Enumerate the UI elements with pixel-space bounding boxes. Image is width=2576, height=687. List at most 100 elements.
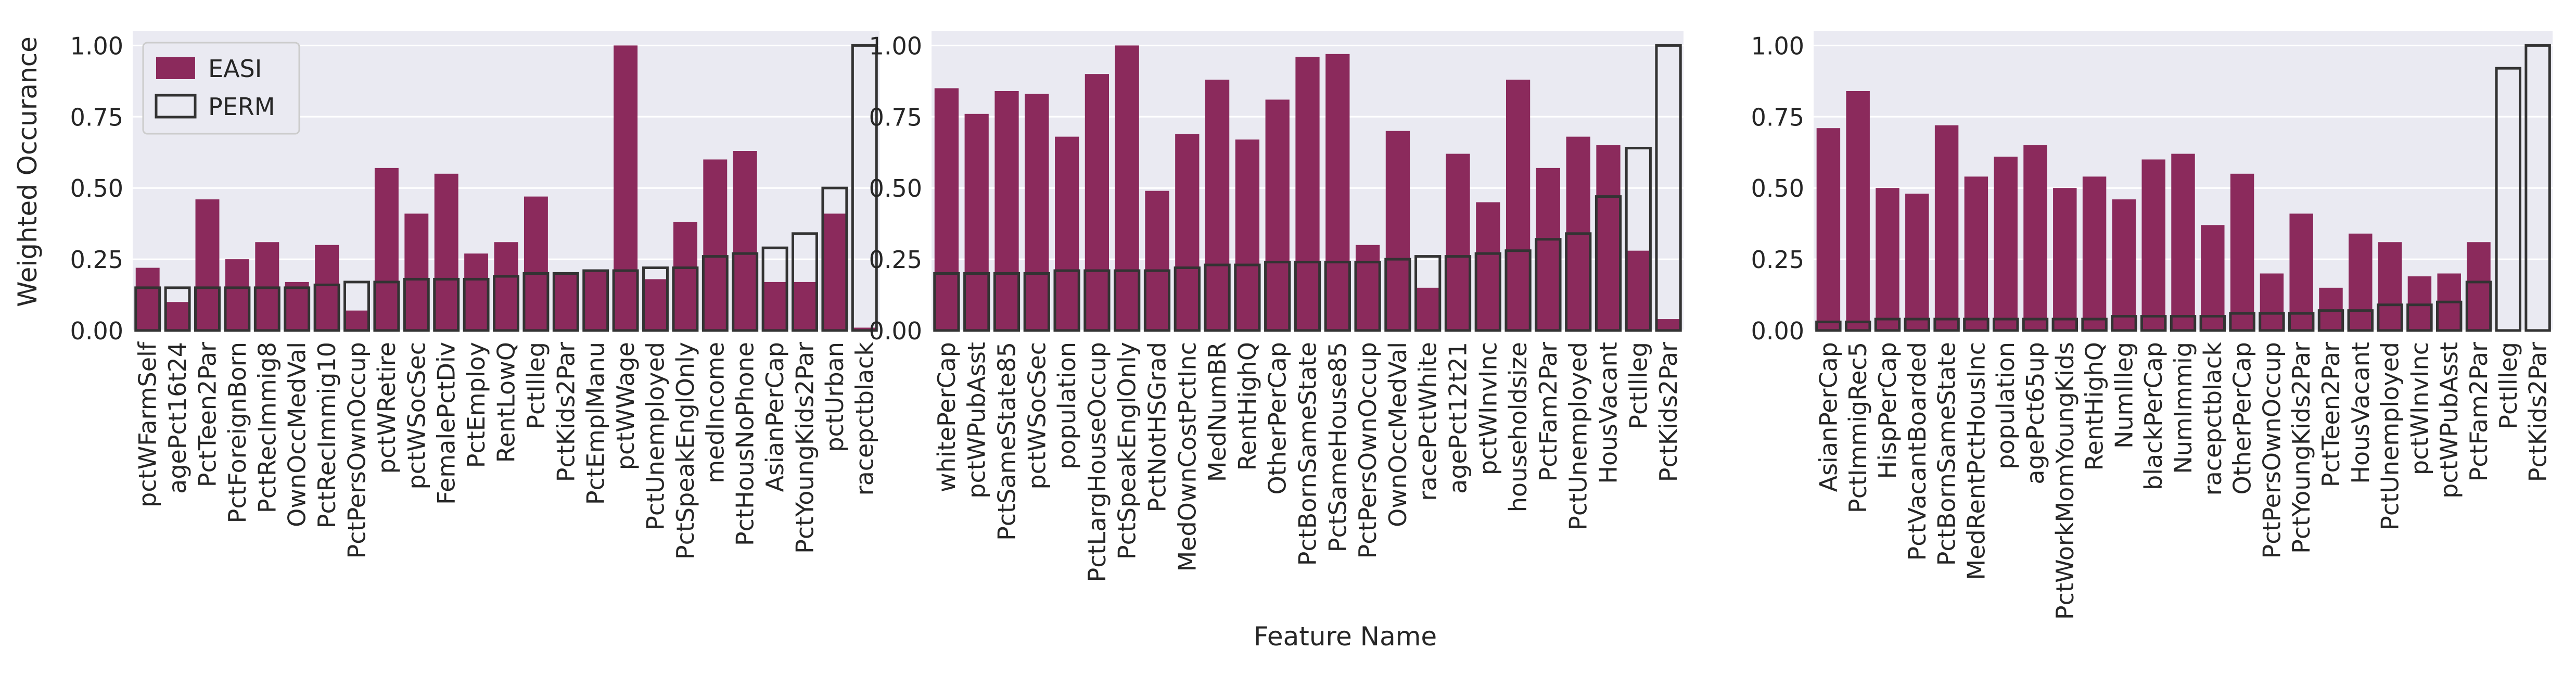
- easi-bar: [255, 242, 279, 330]
- easi-bar: [315, 245, 339, 330]
- x-tick-label: OtherPerCap: [2228, 342, 2256, 494]
- perm-bar: [2288, 312, 2315, 332]
- x-tick-label: PctIlleg: [2494, 342, 2522, 429]
- y-tick-label: 0.75: [1751, 103, 1804, 131]
- easi-bar: [934, 88, 959, 330]
- x-tick-label: PctSpeakEnglOnly: [671, 342, 699, 559]
- easi-bar: [1175, 134, 1200, 330]
- easi-bar: [2349, 233, 2373, 330]
- easi-bar: [2053, 188, 2077, 330]
- easi-bar: [1355, 245, 1380, 330]
- perm-bar: [963, 272, 990, 332]
- easi-bar: [2112, 199, 2136, 330]
- y-tick-label: 0.00: [869, 317, 922, 345]
- perm-bar: [2051, 317, 2078, 332]
- easi-bar: [1994, 156, 2018, 330]
- perm-bar: [1655, 44, 1682, 332]
- chart-panel-1: 0.00 0.25 0.50 0.75 1.00 pctWFarmSelf agePct16…: [70, 31, 879, 559]
- x-tick-label: RentHighQ: [2081, 342, 2109, 470]
- x-tick-label: pctWFarmSelf: [134, 341, 162, 507]
- easi-bar: [703, 159, 728, 330]
- x-tick-label: pctWWage: [611, 342, 640, 470]
- perm-bar: [1264, 261, 1291, 332]
- perm-bar: [2347, 309, 2374, 332]
- x-tick-label: PctFam2Par: [1534, 342, 1562, 481]
- easi-bar: [673, 222, 697, 330]
- x-tick-label: PctForeignBorn: [223, 342, 251, 523]
- perm-bar: [792, 232, 818, 332]
- y-tick-label: 0.75: [70, 103, 123, 131]
- easi-bar: [1964, 176, 1988, 330]
- y-tick-label: 0.25: [70, 246, 123, 274]
- easi-bar: [404, 213, 429, 330]
- x-tick-label: FemalePctDiv: [432, 342, 461, 505]
- easi-bar: [1085, 74, 1110, 330]
- perm-bar: [702, 255, 729, 332]
- easi-bar: [464, 253, 489, 330]
- perm-bar: [612, 269, 639, 332]
- perm-bar: [1565, 232, 1592, 332]
- x-tick-label: racepctblack: [2199, 342, 2227, 496]
- perm-bar: [1414, 255, 1442, 332]
- easi-bar: [2407, 276, 2432, 330]
- chart-panels: 0.00 0.25 0.50 0.75 1.00 pctWFarmSelf agePct16…: [70, 31, 2553, 620]
- perm-bar: [313, 283, 340, 332]
- perm-bar: [373, 281, 400, 332]
- easi-bar: [1325, 54, 1350, 331]
- x-tick-label: PctWorkMomYoungKids: [2051, 342, 2079, 620]
- x-tick-label: PctYoungKids2Par: [791, 342, 819, 554]
- perm-bar: [1384, 258, 1411, 332]
- x-tick-label: blackPerCap: [2139, 342, 2167, 490]
- x-tick-label: PctRecImmig8: [253, 342, 281, 513]
- x-tick-label: PctBornSameState: [1933, 342, 1961, 566]
- perm-bar: [1294, 261, 1321, 332]
- x-tick-label: pctWInvInc: [2405, 342, 2433, 475]
- easi-bar: [852, 327, 877, 330]
- easi-bar: [733, 151, 757, 330]
- x-tick-label: PctTeen2Par: [194, 342, 222, 487]
- x-tick-label: medIncome: [701, 342, 729, 484]
- easi-bar: [1265, 99, 1290, 330]
- x-tick-label: RentLowQ: [492, 342, 520, 463]
- easi-bar: [554, 273, 578, 330]
- perm-bar: [1354, 261, 1381, 332]
- perm-bar: [851, 44, 878, 332]
- easi-bar: [1115, 45, 1139, 330]
- perm-bar: [1083, 269, 1111, 332]
- x-tick-label: RentHighQ: [1233, 342, 1261, 470]
- x-tick-label: PctVacantBoarded: [1903, 342, 1931, 561]
- legend-swatch-easi: [156, 57, 195, 79]
- easi-bar: [225, 259, 249, 330]
- y-tick-label: 0.00: [1751, 317, 1804, 345]
- x-tick-label: whitePerCap: [933, 342, 961, 492]
- x-tick-label: AsianPerCap: [761, 342, 789, 492]
- perm-bar: [463, 277, 490, 332]
- perm-bar: [1444, 255, 1472, 332]
- perm-bar: [2435, 300, 2463, 332]
- easi-bar: [964, 113, 989, 331]
- perm-bar: [1143, 269, 1171, 332]
- easi-bar: [434, 173, 458, 330]
- perm-bar: [2081, 317, 2108, 332]
- easi-bar: [165, 302, 190, 330]
- x-tick-label: PctUnemployed: [1564, 342, 1592, 530]
- x-tick-label: racePctWhite: [1414, 342, 1442, 501]
- legend-label-easi: EASI: [208, 55, 262, 83]
- perm-bar: [433, 277, 460, 332]
- x-tick-label: racepctblack: [850, 342, 878, 496]
- easi-bar: [2289, 213, 2313, 330]
- x-tick-label: PctPersOwnOccup: [343, 342, 371, 558]
- x-tick-label: PctSpeakEnglOnly: [1113, 342, 1141, 559]
- y-tick-label: 1.00: [1751, 32, 1804, 60]
- x-tick-label: pctWSocSec: [1023, 342, 1051, 489]
- easi-bar: [643, 279, 668, 330]
- easi-bar: [135, 268, 160, 330]
- x-tick-label: MedOwnCostPctInc: [1173, 342, 1201, 572]
- perm-bar: [2111, 315, 2137, 332]
- x-axis-label: Feature Name: [1254, 621, 1437, 652]
- easi-bar: [793, 282, 817, 330]
- x-tick-label: PctKids2Par: [552, 342, 580, 482]
- perm-bar: [761, 246, 788, 332]
- x-tick-label: pctUrban: [821, 342, 849, 452]
- easi-bar: [1446, 154, 1470, 330]
